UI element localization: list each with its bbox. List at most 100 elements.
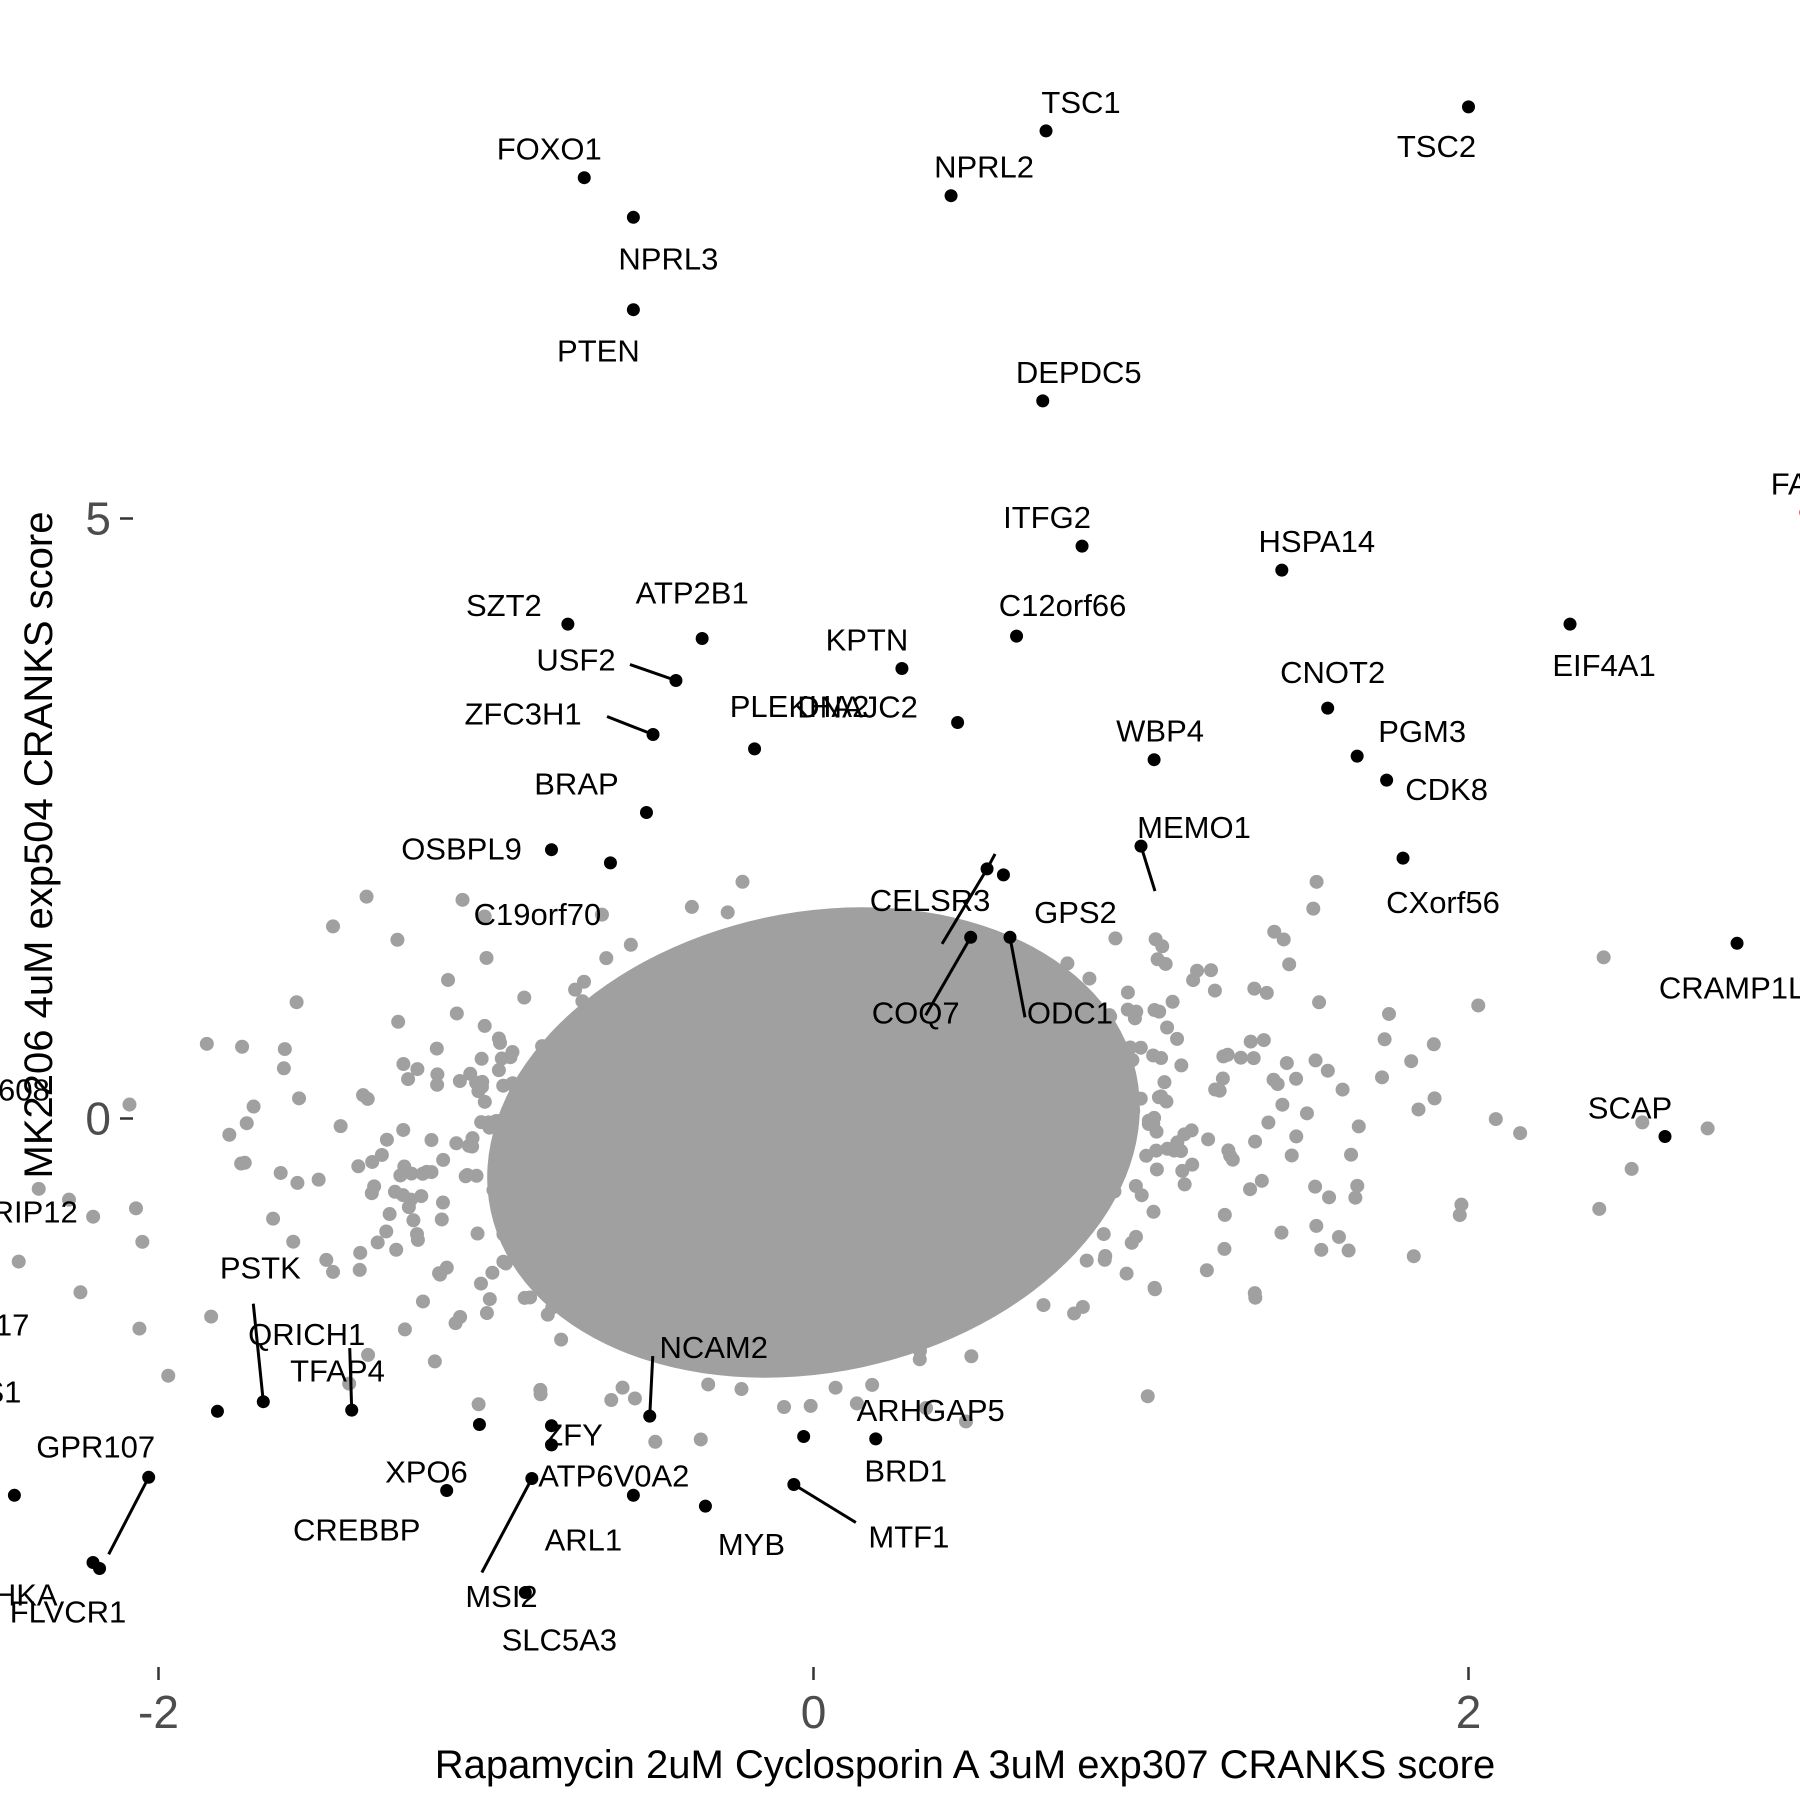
- bulk-point: [1248, 1134, 1263, 1149]
- point-gpr107: [142, 1470, 156, 1484]
- bulk-point: [326, 1264, 341, 1279]
- point-tsc2: [1462, 100, 1475, 114]
- bulk-point: [919, 1401, 934, 1416]
- connector-chka: [107, 1476, 151, 1555]
- bulk-point: [222, 1127, 237, 1142]
- bulk-point: [474, 1079, 489, 1094]
- bulk-point: [1119, 1266, 1134, 1281]
- bulk-point: [482, 1292, 497, 1307]
- bulk-point: [128, 1201, 143, 1216]
- bulk-point: [615, 1380, 630, 1395]
- bulk-point: [1146, 1048, 1161, 1063]
- connector-ncam2: [648, 1356, 655, 1417]
- bulk-point: [1259, 985, 1274, 1000]
- bulk-point: [1426, 1037, 1441, 1052]
- label-plekha2: PLEKHA2: [730, 689, 870, 724]
- bulk-point: [435, 1195, 450, 1210]
- connector-celsr3: [940, 868, 989, 945]
- point-atp6v0a2: [525, 1472, 539, 1485]
- label-atp6v0a2: ATP6V0A2: [538, 1459, 689, 1494]
- point-atp2b1: [695, 632, 709, 645]
- label-odc1: ODC1: [1027, 995, 1113, 1030]
- label-rps17: RPS17: [0, 1308, 29, 1343]
- label-eif4a1: EIF4A1: [1552, 648, 1655, 683]
- bulk-point: [73, 1285, 88, 1300]
- bulk-point: [351, 1159, 366, 1174]
- label-tsc2: TSC2: [1397, 129, 1476, 164]
- bulk-point: [396, 1057, 411, 1072]
- bulk-point: [1350, 1178, 1365, 1193]
- point-itfg2: [1075, 539, 1089, 553]
- bulk-point: [403, 1192, 418, 1207]
- bulk-point: [1082, 971, 1097, 986]
- label-pgm3: PGM3: [1378, 714, 1466, 749]
- label-slc5a3: SLC5A3: [502, 1623, 617, 1658]
- bulk-point: [1129, 1004, 1144, 1019]
- bulk-point: [382, 1207, 397, 1222]
- bulk-point: [1270, 1077, 1285, 1092]
- bulk-point: [1267, 924, 1282, 939]
- label-znf608: ZNF608: [0, 1073, 50, 1108]
- bulk-point: [239, 1116, 254, 1131]
- label-kptn: KPTN: [826, 623, 909, 658]
- bulk-point: [135, 1234, 150, 1249]
- bulk-point: [342, 1376, 357, 1391]
- bulk-point: [1096, 1227, 1111, 1242]
- bulk-point: [1174, 1058, 1189, 1073]
- y-tick-label: 0: [85, 1093, 111, 1145]
- bulk-point: [1151, 1090, 1166, 1105]
- bulk-point: [1152, 1004, 1167, 1019]
- bulk-point: [1220, 1047, 1235, 1062]
- bulk-point: [1243, 1182, 1258, 1197]
- label-szt2: SZT2: [466, 588, 542, 623]
- bulk-point: [1351, 1119, 1366, 1134]
- x-axis-title: Rapamycin 2uM Cyclosporin A 3uM exp307 C…: [435, 1743, 1495, 1787]
- label-atp2b1: ATP2B1: [636, 576, 749, 611]
- bulk-point: [1186, 973, 1201, 988]
- bulk-point: [1488, 1112, 1503, 1127]
- label-gpr107: GPR107: [36, 1429, 155, 1464]
- point-cnot2: [1321, 701, 1335, 715]
- label-tfap4: TFAP4: [290, 1353, 385, 1388]
- label-gps2: GPS2: [1034, 895, 1117, 930]
- bulk-point: [865, 1377, 880, 1392]
- bulk-point: [453, 1310, 468, 1325]
- bulk-point: [1348, 1190, 1363, 1205]
- bulk-point: [397, 1159, 412, 1174]
- bulk-point: [234, 1156, 249, 1171]
- bulk-point: [491, 1063, 506, 1078]
- bulk-point: [122, 1097, 137, 1112]
- bulk-point: [1377, 1032, 1392, 1047]
- bulk-point: [429, 1041, 444, 1056]
- bulk-point: [623, 937, 638, 952]
- bulk-point: [1276, 932, 1291, 947]
- bulk-point: [1177, 1177, 1192, 1192]
- point-c12orf66: [1010, 629, 1024, 643]
- bulk-point: [370, 1235, 385, 1250]
- bulk-point: [693, 1432, 708, 1447]
- bulk-point: [1079, 1253, 1094, 1268]
- bulk-point: [1284, 1148, 1299, 1163]
- bulk-point: [430, 1077, 445, 1092]
- bulk-point: [326, 919, 341, 934]
- bulk-point: [1299, 1106, 1314, 1121]
- point-flvcr1: [86, 1556, 100, 1569]
- bulk-point: [277, 1042, 292, 1057]
- bulk-point: [1204, 963, 1219, 978]
- point-crebbp: [440, 1484, 454, 1497]
- bulk-point: [1375, 1070, 1390, 1085]
- connector-odc1: [1008, 937, 1027, 1018]
- label-hspa14: HSPA14: [1259, 524, 1376, 559]
- point-odc1: [1003, 930, 1017, 944]
- point-eif4a1: [1563, 617, 1577, 631]
- bulk-point: [1306, 901, 1321, 916]
- label-arl1: ARL1: [545, 1522, 623, 1557]
- label-arhgap5: ARHGAP5: [857, 1393, 1005, 1428]
- label-memo1: MEMO1: [1137, 810, 1251, 845]
- label-nprl3: NPRL3: [618, 241, 718, 276]
- bulk-point: [290, 1175, 305, 1190]
- label-fam122a: FAM122A: [1771, 467, 1800, 502]
- point-memo1: [1134, 839, 1148, 853]
- point-kptn: [895, 662, 909, 675]
- bulk-point: [777, 1400, 792, 1415]
